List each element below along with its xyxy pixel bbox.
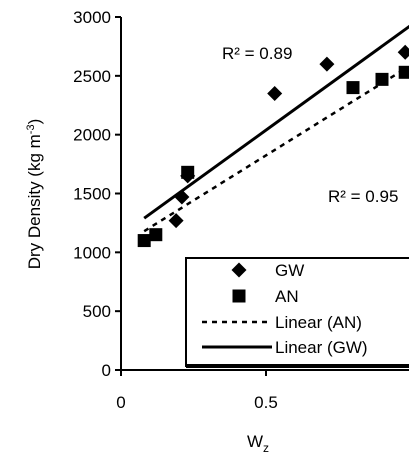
gw-point	[397, 44, 409, 60]
y-tick-label: 0	[102, 361, 111, 380]
y-axis-title-superscript: -3	[25, 124, 37, 134]
gw-point	[174, 189, 190, 205]
trendlines	[143, 24, 409, 233]
legend-gw-label: GW	[275, 261, 304, 280]
x-axis-title-subscript: z	[263, 441, 269, 452]
gw-point	[168, 213, 184, 229]
legend-an-label: AN	[275, 287, 299, 306]
y-tick-label: 2500	[73, 67, 111, 86]
legend-linear-gw-label: Linear (GW)	[275, 338, 368, 357]
legend-an-marker	[232, 289, 246, 303]
an-point	[398, 65, 409, 79]
legend-linear-an-label: Linear (AN)	[275, 313, 362, 332]
an-point	[346, 81, 360, 95]
an-point	[149, 228, 163, 242]
r2-an-annotation: R² = 0.95	[328, 187, 398, 206]
r2-gw-annotation: R² = 0.89	[222, 44, 292, 63]
x-axis-title: Wz	[247, 432, 269, 452]
x-tick-label: 0	[116, 393, 125, 412]
y-axis-title-main: Dry Density (kg m	[25, 134, 44, 269]
y-axis-title-end: )	[25, 119, 44, 125]
y-tick-label: 3000	[73, 8, 111, 27]
legend: GW AN Linear (AN) Linear (GW)	[185, 257, 409, 368]
y-tick-label: 1500	[73, 185, 111, 204]
y-axis-title: Dry Density (kg m-3)	[25, 119, 44, 270]
r-squared-annotations: R² = 0.89 R² = 0.95	[222, 44, 398, 206]
y-tick-label: 1000	[73, 243, 111, 262]
gw-point	[319, 56, 335, 72]
an-point	[137, 234, 151, 248]
x-axis-title-main: W	[247, 432, 263, 451]
an-point	[181, 165, 195, 179]
trendline-an	[143, 67, 406, 233]
x-tick-label: 0.5	[254, 393, 278, 412]
an-point	[375, 72, 389, 86]
axes: 0 500 1000 1500 2000 2500 3000 0 0.5	[73, 8, 409, 412]
trendline-gw	[143, 24, 409, 220]
gw-point	[267, 85, 283, 101]
y-tick-label: 500	[83, 302, 111, 321]
legend-gw-marker	[231, 262, 247, 278]
data-points	[137, 44, 409, 248]
y-tick-label: 2000	[73, 126, 111, 145]
